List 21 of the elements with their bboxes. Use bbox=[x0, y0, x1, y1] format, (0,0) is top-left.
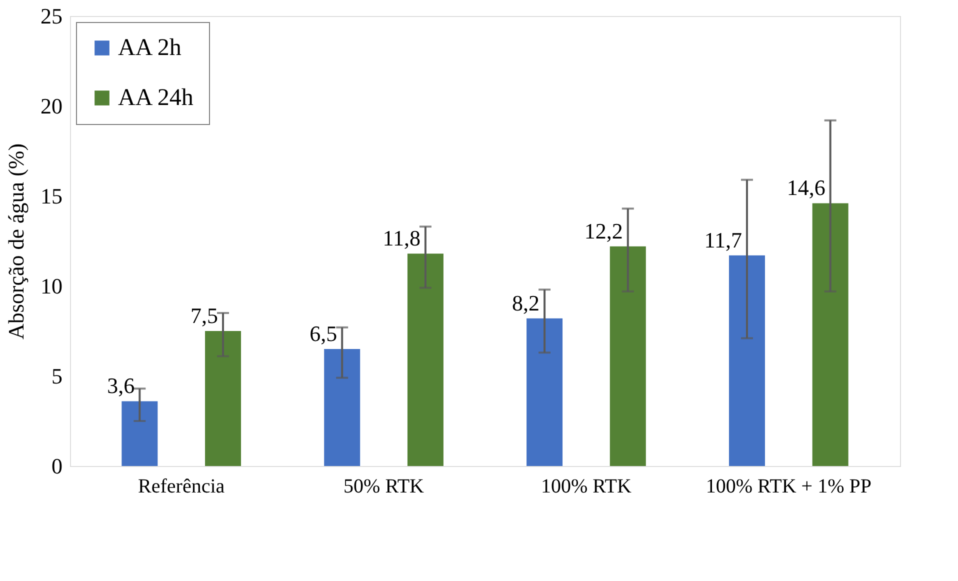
data-label: 12,2 bbox=[584, 218, 623, 244]
data-label: 11,8 bbox=[382, 226, 420, 251]
data-label: 8,2 bbox=[512, 290, 540, 316]
y-tick-label: 10 bbox=[40, 274, 62, 298]
data-label: 14,6 bbox=[786, 175, 826, 200]
data-label: 6,5 bbox=[310, 321, 338, 346]
y-axis-title: Absorção de água (%) bbox=[4, 143, 28, 340]
y-tick-label: 25 bbox=[40, 4, 62, 28]
legend-label: AA 24h bbox=[118, 85, 194, 111]
y-tick-label: 15 bbox=[40, 184, 62, 208]
x-tick-label: 100% RTK bbox=[540, 476, 632, 498]
x-tick-label: 50% RTK bbox=[344, 476, 425, 498]
y-tick-label: 0 bbox=[52, 454, 62, 478]
data-label: 11,7 bbox=[704, 227, 742, 252]
data-label: 3,6 bbox=[107, 373, 135, 398]
data-label: 7,5 bbox=[190, 303, 218, 328]
y-tick-label: 20 bbox=[40, 94, 62, 118]
x-tick-label: 100% RTK + 1% PP bbox=[706, 476, 872, 498]
legend-label: AA 2h bbox=[118, 35, 182, 61]
x-tick-label: Referência bbox=[138, 476, 225, 498]
y-tick-label: 5 bbox=[52, 364, 62, 388]
